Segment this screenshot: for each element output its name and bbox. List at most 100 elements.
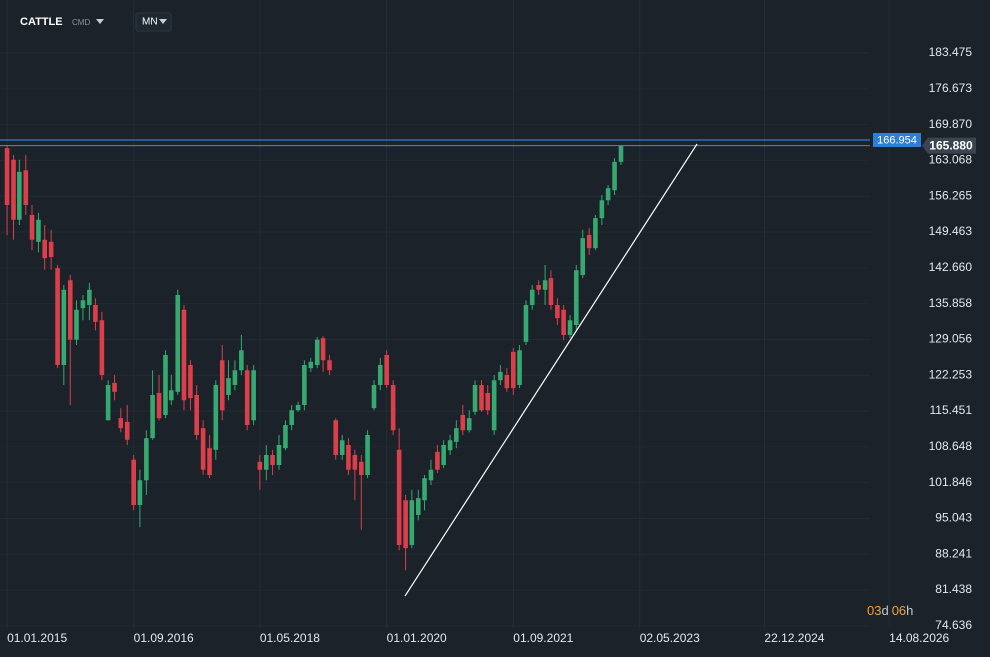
candle-body <box>67 280 73 340</box>
axes: 183.475 176.673 169.870 163.068 156.265 149.4… <box>7 45 976 645</box>
y-tick-label: 115.451 <box>930 403 973 417</box>
y-tick-label: 88.241 <box>935 546 972 560</box>
interval[interactable]: MN <box>142 17 158 28</box>
countdown-hours: 06 <box>892 603 906 618</box>
candle-body <box>573 270 579 325</box>
candle-body <box>4 148 10 205</box>
candle-body <box>131 459 136 505</box>
candle-body <box>175 295 181 392</box>
candle-body <box>479 385 484 411</box>
candle-body <box>580 238 586 275</box>
candle-body <box>510 351 516 389</box>
y-tick-label: 156.265 <box>929 188 973 202</box>
candle-body <box>605 188 611 201</box>
candle-body <box>485 392 491 411</box>
countdown-days: 03 <box>867 603 881 618</box>
candle-body <box>618 145 624 162</box>
candle-body <box>48 241 54 258</box>
candle-body <box>548 278 554 305</box>
candle-body <box>251 370 256 421</box>
x-tick-label: 02.05.2023 <box>640 631 700 645</box>
candle-body <box>181 309 187 401</box>
candle-body <box>352 455 358 470</box>
candle-body <box>87 289 92 305</box>
toolbar: CATTLE CMD MN <box>20 12 172 32</box>
candle-body <box>377 365 383 385</box>
candle-body <box>112 382 117 392</box>
countdown-hour-unit: h <box>906 603 913 618</box>
candle-body <box>163 355 168 415</box>
candle-body <box>567 320 573 335</box>
candle-body <box>435 451 440 470</box>
symbol[interactable]: CATTLE <box>20 16 63 28</box>
candle-body <box>29 215 35 240</box>
candle-body <box>523 305 529 342</box>
x-tick-label: 01.01.2020 <box>387 631 447 645</box>
y-tick-label: 169.870 <box>929 117 973 131</box>
candle-body <box>194 395 199 435</box>
candle-body <box>144 438 149 481</box>
y-tick-label: 122.253 <box>929 367 973 381</box>
price-label: 165.880 <box>929 138 973 152</box>
candle-body <box>105 385 111 421</box>
candle-body <box>320 338 326 361</box>
candle-body <box>491 380 497 431</box>
interval-button[interactable] <box>135 12 172 32</box>
x-tick-label: 14.08.2026 <box>889 631 949 645</box>
candle-body <box>428 469 434 481</box>
candle-body <box>333 420 339 455</box>
candle-body <box>561 309 566 335</box>
candle-body <box>289 410 294 425</box>
candle-body <box>327 360 332 371</box>
candle-body <box>150 395 155 439</box>
candle-body <box>441 445 446 465</box>
candle-body <box>390 385 396 431</box>
y-tick-label: 135.858 <box>929 296 973 310</box>
y-tick-label: 163.068 <box>929 153 973 167</box>
candle-body <box>302 365 307 405</box>
candle-body <box>156 392 162 419</box>
candle-body <box>137 480 143 505</box>
x-tick-label: 01.09.2016 <box>134 631 194 645</box>
candle-body <box>593 218 598 249</box>
candle-body <box>36 219 41 242</box>
dropdown-caret[interactable] <box>159 19 167 24</box>
candle-body <box>454 428 459 442</box>
candle-body <box>23 170 29 205</box>
candle-body <box>447 440 453 451</box>
candle-body <box>472 385 478 412</box>
candle-body <box>359 461 364 475</box>
candle-body <box>517 350 522 385</box>
candle-body <box>365 435 370 475</box>
exchange[interactable]: CMD <box>72 18 90 27</box>
candle-body <box>314 339 320 365</box>
candle-body <box>384 355 389 385</box>
x-tick-label: 01.09.2021 <box>513 631 573 645</box>
y-tick-label: 108.648 <box>929 439 973 453</box>
candle-body <box>599 200 605 219</box>
y-tick-label: 149.463 <box>929 224 973 238</box>
candle-body <box>396 449 402 545</box>
candle-body <box>124 421 130 440</box>
candle-body <box>586 235 592 249</box>
candle-body <box>612 161 617 191</box>
candle-body <box>232 370 238 385</box>
countdown-day-unit: d <box>881 603 888 618</box>
plot-area <box>0 139 870 597</box>
candle-body <box>371 385 377 409</box>
candle-body <box>93 305 98 322</box>
y-tick-label: 74.636 <box>935 618 972 632</box>
candle-body <box>466 418 472 431</box>
dropdown-caret[interactable] <box>96 19 104 24</box>
candle-body <box>226 378 231 395</box>
candle-body <box>42 239 47 259</box>
y-tick-label: 183.475 <box>929 45 973 59</box>
y-tick-label: 95.043 <box>935 511 972 525</box>
horizontal-line-label: 166.954 <box>877 134 917 146</box>
candle-body <box>213 385 219 450</box>
candle-body <box>188 365 193 399</box>
candle-body <box>422 478 427 501</box>
x-tick-label: 22.12.2024 <box>764 631 824 645</box>
candle-body <box>529 289 535 305</box>
candle-body <box>415 498 421 515</box>
